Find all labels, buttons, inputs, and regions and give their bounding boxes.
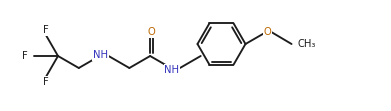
Text: O: O <box>148 27 155 37</box>
Text: O: O <box>264 27 271 37</box>
Text: F: F <box>43 25 49 35</box>
Text: NH: NH <box>165 65 179 75</box>
Text: CH₃: CH₃ <box>298 39 316 49</box>
Text: F: F <box>43 77 49 87</box>
Text: F: F <box>22 51 28 61</box>
Text: NH: NH <box>93 50 108 60</box>
